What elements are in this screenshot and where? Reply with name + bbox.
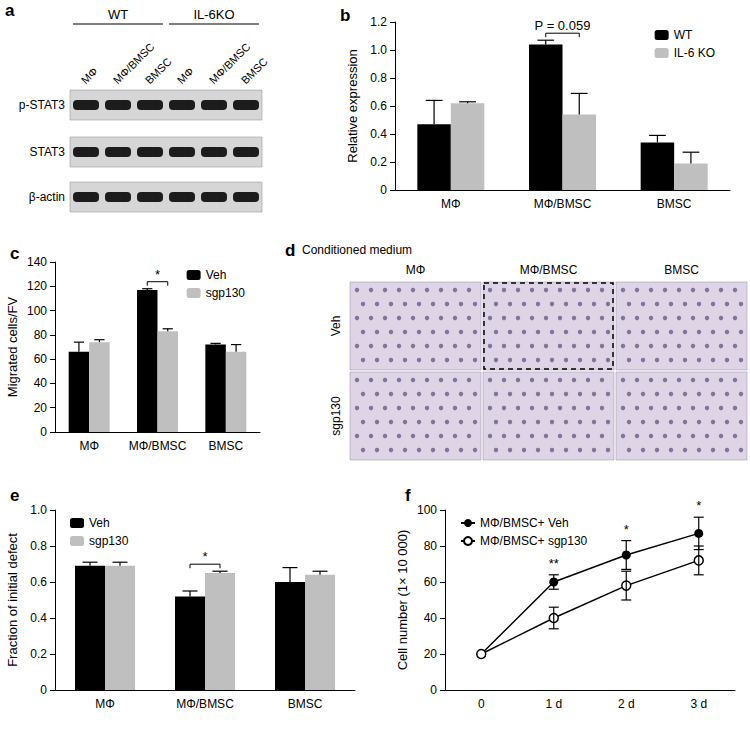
svg-text:MΦ: MΦ (79, 65, 100, 86)
svg-text:MΦ: MΦ (406, 263, 426, 277)
svg-text:*: * (202, 549, 207, 564)
svg-text:2 d: 2 d (618, 697, 635, 711)
svg-text:100: 100 (417, 503, 437, 517)
svg-text:80: 80 (34, 328, 48, 342)
svg-text:BMSC: BMSC (239, 55, 270, 86)
svg-text:0: 0 (40, 425, 47, 439)
svg-text:120: 120 (27, 279, 47, 293)
svg-text:0.6: 0.6 (30, 575, 47, 589)
svg-text:sgp130: sgp130 (206, 286, 246, 300)
svg-text:0: 0 (430, 683, 437, 697)
svg-text:Relative expression: Relative expression (345, 49, 360, 162)
svg-text:1.2: 1.2 (370, 15, 387, 29)
svg-text:0.8: 0.8 (30, 539, 47, 553)
svg-text:Conditioned medium: Conditioned medium (302, 243, 412, 257)
svg-text:3 d: 3 d (690, 697, 707, 711)
svg-text:STAT3: STAT3 (29, 145, 65, 159)
svg-text:IL-6KO: IL-6KO (193, 7, 234, 22)
svg-text:20: 20 (34, 401, 48, 415)
svg-text:0: 0 (478, 697, 485, 711)
svg-text:MΦ/BMSC: MΦ/BMSC (110, 40, 157, 87)
svg-text:0.2: 0.2 (30, 647, 47, 661)
svg-text:MΦ/BMSC: MΦ/BMSC (129, 439, 187, 453)
svg-text:b: b (340, 6, 350, 25)
svg-text:100: 100 (27, 304, 47, 318)
svg-text:0.6: 0.6 (370, 99, 387, 113)
svg-text:IL-6 KO: IL-6 KO (674, 46, 715, 60)
svg-text:80: 80 (424, 539, 438, 553)
svg-text:40: 40 (424, 611, 438, 625)
svg-text:1.0: 1.0 (30, 503, 47, 517)
svg-text:a: a (5, 1, 15, 20)
svg-text:p-STAT3: p-STAT3 (19, 98, 66, 112)
svg-text:0: 0 (380, 183, 387, 197)
svg-text:MΦ/BMSC: MΦ/BMSC (534, 197, 592, 211)
svg-text:BMSC: BMSC (208, 439, 243, 453)
svg-text:Cell number (1× 10 000): Cell number (1× 10 000) (395, 530, 410, 671)
svg-text:β-actin: β-actin (29, 190, 65, 204)
svg-text:MΦ/BMSC+ sgp130: MΦ/BMSC+ sgp130 (480, 534, 588, 548)
svg-text:20: 20 (424, 647, 438, 661)
svg-text:MΦ: MΦ (79, 439, 99, 453)
svg-text:MΦ/BMSC: MΦ/BMSC (206, 40, 253, 87)
svg-text:WT: WT (674, 28, 693, 42)
svg-text:*: * (624, 522, 629, 537)
svg-text:1 d: 1 d (545, 697, 562, 711)
svg-text:60: 60 (424, 575, 438, 589)
svg-text:*: * (155, 267, 160, 282)
svg-text:Migrated cells/FV: Migrated cells/FV (5, 296, 20, 397)
svg-text:Veh: Veh (206, 268, 227, 282)
svg-text:MΦ/BMSC: MΦ/BMSC (176, 697, 234, 711)
svg-text:MΦ/BMSC+ Veh: MΦ/BMSC+ Veh (480, 516, 569, 530)
svg-text:sgp130: sgp130 (329, 396, 343, 436)
svg-text:60: 60 (34, 352, 48, 366)
svg-text:WT: WT (108, 7, 128, 22)
svg-text:Veh: Veh (329, 316, 343, 337)
svg-text:Fraction of initial defect: Fraction of initial defect (5, 533, 20, 667)
svg-text:MΦ: MΦ (95, 697, 115, 711)
svg-text:0.4: 0.4 (370, 127, 387, 141)
svg-text:BMSC: BMSC (664, 263, 699, 277)
svg-text:MΦ/BMSC: MΦ/BMSC (520, 263, 578, 277)
svg-text:0.8: 0.8 (370, 71, 387, 85)
svg-text:1.0: 1.0 (370, 43, 387, 57)
svg-text:**: ** (549, 556, 559, 571)
svg-text:BMSC: BMSC (288, 697, 323, 711)
svg-text:e: e (10, 486, 19, 505)
svg-text:P = 0.059: P = 0.059 (535, 18, 591, 33)
svg-text:BMSC: BMSC (143, 55, 174, 86)
svg-text:MΦ: MΦ (441, 197, 461, 211)
svg-text:40: 40 (34, 376, 48, 390)
svg-text:d: d (285, 241, 295, 260)
svg-text:*: * (696, 498, 701, 513)
svg-text:140: 140 (27, 255, 47, 269)
svg-text:sgp130: sgp130 (89, 534, 129, 548)
svg-text:Veh: Veh (89, 516, 110, 530)
svg-text:0.4: 0.4 (30, 611, 47, 625)
svg-text:f: f (405, 486, 411, 505)
svg-text:c: c (10, 244, 19, 263)
svg-text:MΦ: MΦ (175, 65, 196, 86)
svg-text:BMSC: BMSC (657, 197, 692, 211)
svg-text:0.2: 0.2 (370, 155, 387, 169)
svg-text:0: 0 (40, 683, 47, 697)
